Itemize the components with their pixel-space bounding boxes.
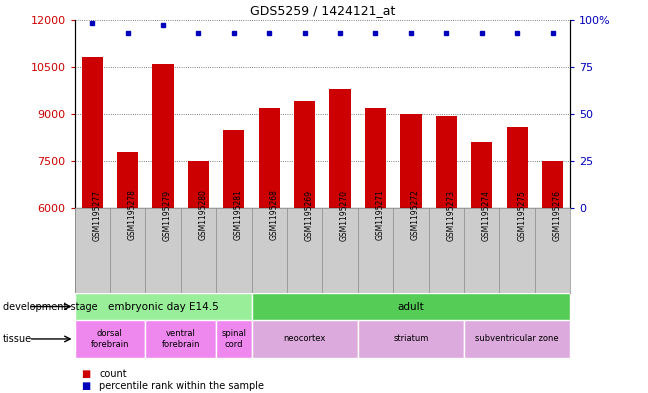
Bar (435, 116, 457, 208)
Title: GDS5259 / 1424121_at: GDS5259 / 1424121_at (249, 4, 395, 17)
Bar (251, 320, 358, 358)
Bar (216, 320, 251, 358)
Text: GSM1195270: GSM1195270 (340, 189, 349, 241)
Bar (294, 101, 316, 208)
Text: subventricular zone: subventricular zone (476, 334, 559, 343)
Text: dorsal
forebrain: dorsal forebrain (91, 329, 129, 349)
Text: adult: adult (397, 301, 424, 312)
Text: ■: ■ (81, 381, 90, 391)
Text: GSM1195276: GSM1195276 (553, 189, 562, 241)
Bar (365, 108, 386, 208)
Text: ventral
forebrain: ventral forebrain (161, 329, 200, 349)
Bar (188, 161, 209, 208)
Bar (145, 320, 216, 358)
Text: GSM1195268: GSM1195268 (270, 189, 278, 241)
Text: spinal
cord: spinal cord (222, 329, 246, 349)
Text: count: count (99, 369, 127, 379)
Text: striatum: striatum (393, 334, 428, 343)
Text: embryonic day E14.5: embryonic day E14.5 (108, 301, 218, 312)
Bar (117, 152, 138, 208)
Text: GSM1195280: GSM1195280 (198, 189, 207, 241)
Text: ■: ■ (81, 369, 90, 379)
Bar (329, 89, 351, 208)
Text: tissue: tissue (3, 334, 32, 344)
Text: GSM1195273: GSM1195273 (446, 189, 456, 241)
Text: GSM1195278: GSM1195278 (128, 189, 137, 241)
Text: GSM1195281: GSM1195281 (234, 190, 243, 241)
Bar (471, 142, 492, 208)
Bar (223, 130, 244, 208)
Text: GSM1195269: GSM1195269 (305, 189, 314, 241)
Bar (82, 57, 103, 208)
Bar (259, 108, 280, 208)
Text: GSM1195272: GSM1195272 (411, 189, 420, 241)
Text: GSM1195275: GSM1195275 (517, 189, 526, 241)
Bar (464, 320, 570, 358)
Bar (75, 320, 145, 358)
Bar (75, 293, 251, 320)
Text: GSM1195277: GSM1195277 (92, 189, 101, 241)
Bar (542, 161, 563, 208)
Bar (507, 127, 527, 208)
Bar (358, 320, 464, 358)
Text: GSM1195274: GSM1195274 (481, 189, 491, 241)
Text: GSM1195271: GSM1195271 (375, 189, 384, 241)
Text: development stage: development stage (3, 301, 98, 312)
Text: neocortex: neocortex (283, 334, 326, 343)
Bar (152, 64, 174, 208)
Bar (400, 114, 421, 208)
Bar (251, 293, 570, 320)
Text: GSM1195279: GSM1195279 (163, 189, 172, 241)
Text: percentile rank within the sample: percentile rank within the sample (99, 381, 264, 391)
